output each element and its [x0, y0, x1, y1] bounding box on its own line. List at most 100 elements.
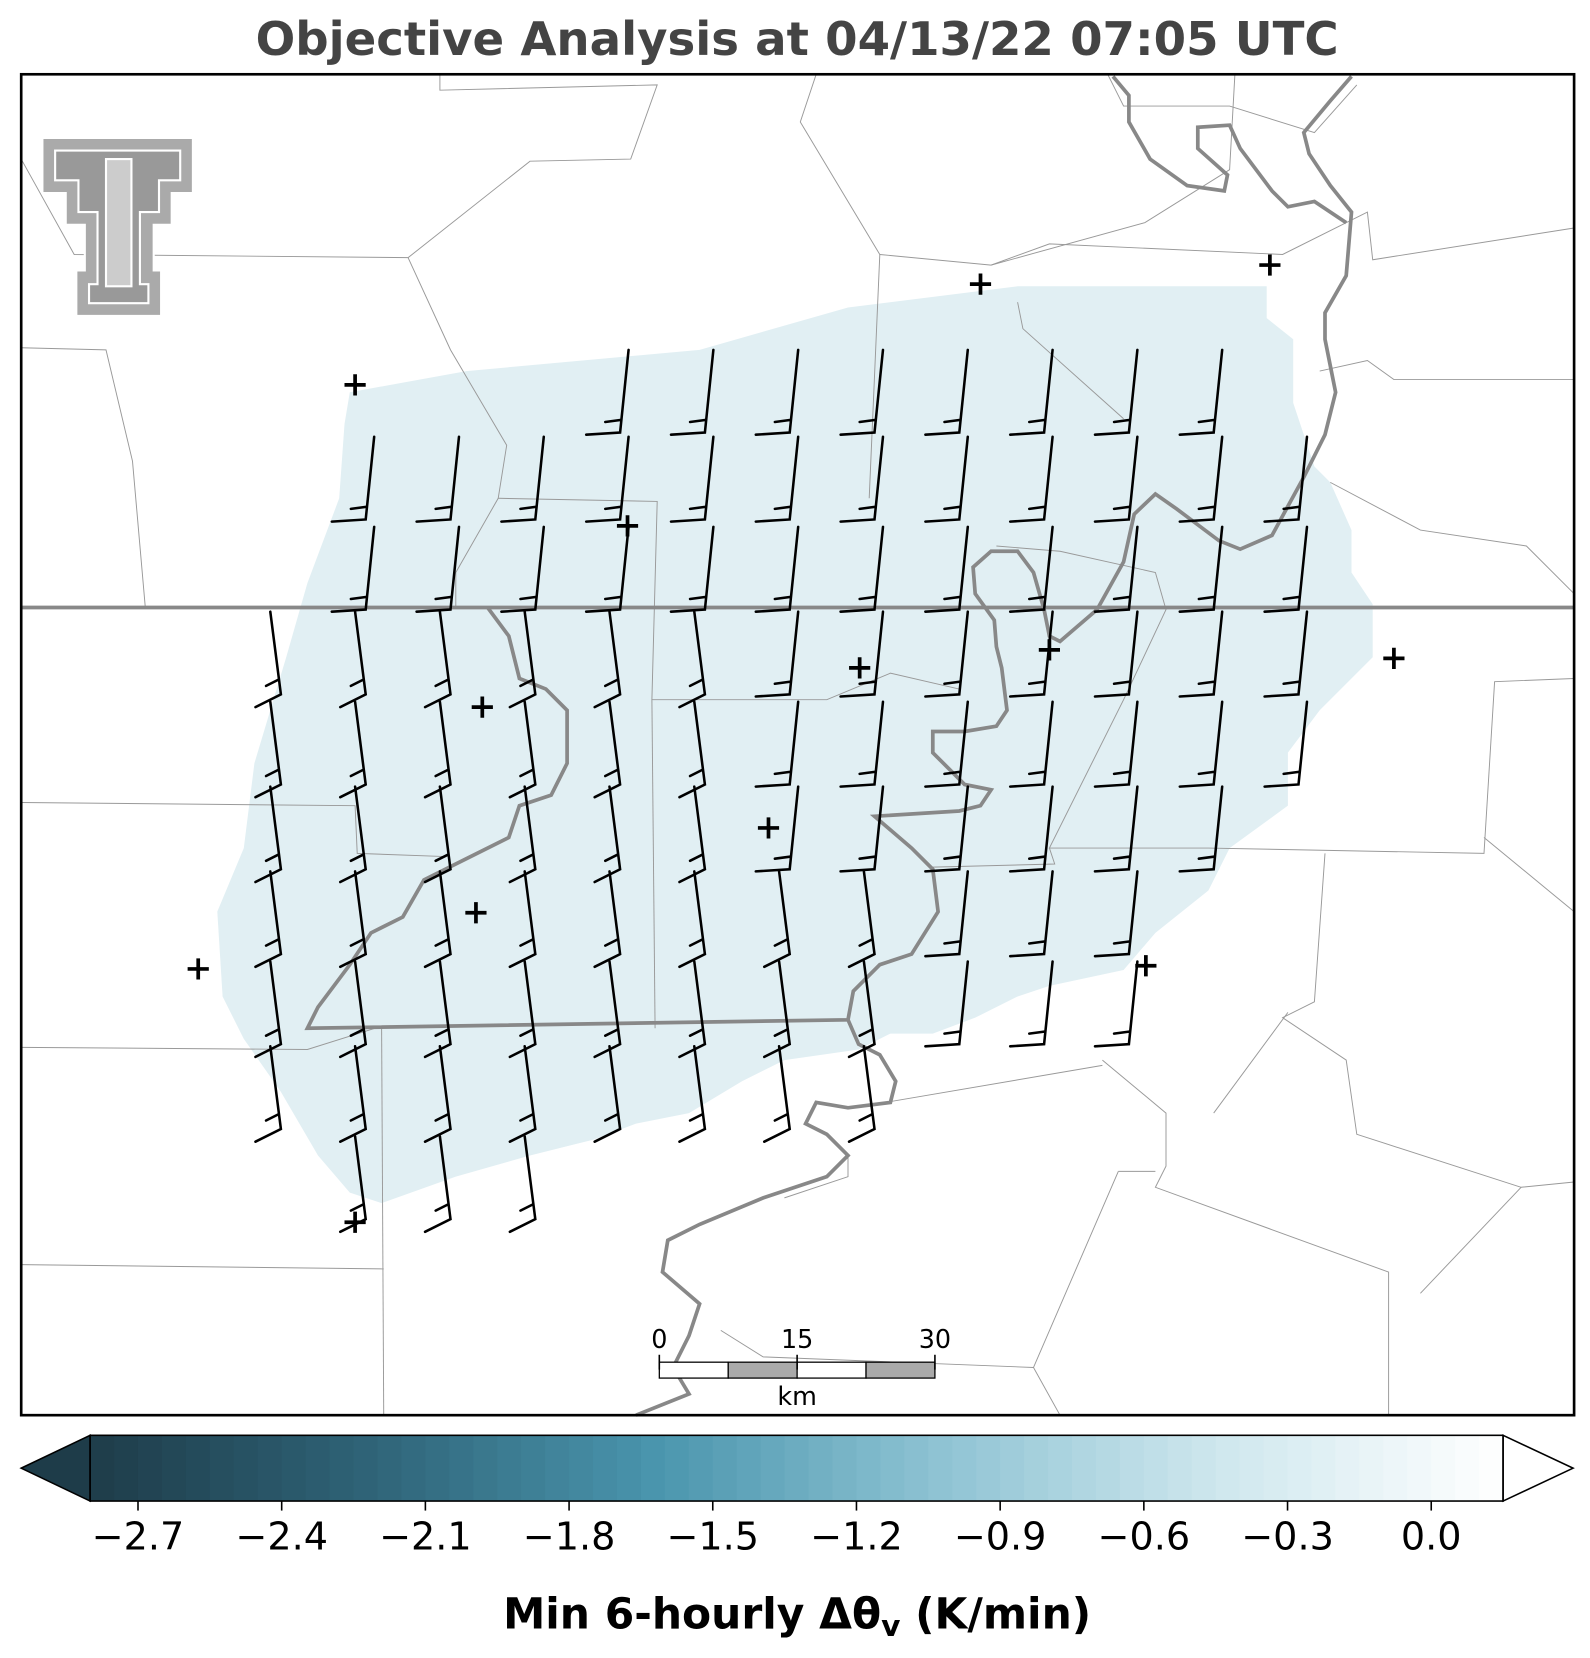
wind-barb — [678, 610, 707, 709]
wind-barb — [924, 700, 970, 788]
colorbar-step — [593, 1435, 618, 1502]
wind-barb — [754, 435, 800, 523]
wind-barb — [254, 700, 283, 799]
colorbar-step — [1000, 1435, 1025, 1502]
wind-barbs — [254, 348, 1309, 1234]
colorbar-step — [640, 1435, 666, 1502]
wind-barb — [1178, 700, 1224, 788]
colorbar-step — [808, 1435, 834, 1502]
wind-barb — [254, 960, 283, 1059]
wind-barb — [423, 785, 452, 884]
wind-barb — [1093, 785, 1139, 873]
colorbar-step — [473, 1435, 498, 1502]
station-marker — [471, 696, 493, 718]
wind-barb — [847, 1045, 876, 1143]
colorbar-step — [377, 1435, 403, 1502]
colorbar-step — [1335, 1435, 1361, 1502]
wind-barb — [423, 610, 452, 709]
wind-barb — [1178, 348, 1224, 436]
wind-barb — [839, 525, 885, 613]
colorbar-over — [1502, 1434, 1575, 1503]
logo — [41, 136, 194, 318]
station-marker — [849, 657, 871, 679]
scale-label: 0 — [651, 1324, 667, 1354]
colorbar-step — [832, 1435, 858, 1502]
colorbar-step — [664, 1435, 690, 1502]
wind-barb — [669, 525, 715, 613]
wind-barb — [839, 700, 885, 788]
station-marker — [1135, 955, 1157, 977]
station-marker — [616, 515, 639, 537]
station-marker — [1038, 639, 1060, 661]
colorbar-step — [688, 1435, 714, 1502]
wind-barb — [1093, 960, 1139, 1048]
wind-barb — [423, 1135, 452, 1234]
colorbar-step — [880, 1435, 905, 1502]
county-lines — [20, 74, 1575, 1416]
wind-barb — [500, 435, 546, 523]
colorbar-step — [1407, 1435, 1432, 1502]
colorbar-step — [976, 1435, 1001, 1502]
colorbar-step — [569, 1435, 594, 1502]
scale-segment — [727, 1361, 798, 1379]
wind-barb — [1263, 610, 1309, 698]
colorbar-step — [281, 1435, 307, 1502]
colorbar-step — [1383, 1435, 1408, 1502]
wind-barb — [593, 960, 622, 1059]
colorbar-step — [257, 1435, 283, 1502]
wind-barb — [1008, 700, 1054, 788]
wind-barb — [924, 960, 970, 1048]
colorbar-step — [1311, 1435, 1337, 1502]
wind-barb — [330, 525, 376, 613]
colorbar-tick-label: −2.4 — [235, 1515, 328, 1559]
colorbar-tick-label: −1.5 — [666, 1515, 759, 1559]
scale-label: 15 — [781, 1324, 813, 1354]
wind-barb — [584, 525, 630, 613]
station-marker — [465, 902, 487, 924]
wind-barb — [254, 610, 283, 709]
colorbar-step — [928, 1435, 953, 1502]
colorbar-frame — [89, 1434, 1504, 1502]
wind-barb — [338, 1045, 368, 1143]
scale-label: 30 — [919, 1324, 951, 1354]
wind-barb — [839, 348, 885, 436]
wind-barb — [924, 435, 970, 523]
wind-barb — [924, 348, 970, 436]
colorbar-step — [449, 1435, 474, 1502]
wind-barb — [754, 700, 800, 788]
wind-barb — [762, 870, 792, 969]
wind-barb — [754, 610, 800, 698]
wind-barb — [330, 435, 376, 523]
wind-barb — [669, 435, 715, 523]
station-marker — [1383, 647, 1405, 669]
wind-barb — [754, 348, 800, 436]
colorbar-step — [305, 1435, 331, 1502]
scale-segment — [865, 1361, 936, 1379]
wind-barb — [508, 610, 537, 709]
colorbar-tick-label: −2.7 — [92, 1515, 185, 1559]
colorbar-step — [1479, 1435, 1504, 1502]
colorbar-step — [545, 1435, 570, 1502]
colorbar-step — [904, 1435, 929, 1502]
wind-barb — [1178, 785, 1224, 873]
scale-bar: 0 15 30 km — [651, 1324, 951, 1411]
colorbar-tick-label: −0.3 — [1241, 1515, 1334, 1559]
wind-barb — [678, 870, 707, 969]
wind-barb — [508, 1045, 537, 1143]
colorbar-step — [185, 1435, 211, 1502]
wind-barb — [508, 960, 537, 1059]
wind-barb — [1008, 785, 1054, 873]
wind-barb — [508, 700, 537, 799]
station-marker — [757, 817, 780, 839]
wind-barb — [1178, 525, 1224, 613]
wind-barb — [839, 785, 885, 873]
wind-barb — [754, 785, 800, 873]
colorbar-step — [1072, 1435, 1097, 1502]
colorbar-tick-label: −0.6 — [1098, 1515, 1191, 1559]
wind-barb — [1093, 525, 1139, 613]
scale-segment — [658, 1361, 729, 1379]
wind-barb — [415, 435, 461, 523]
wind-barb — [508, 785, 537, 884]
